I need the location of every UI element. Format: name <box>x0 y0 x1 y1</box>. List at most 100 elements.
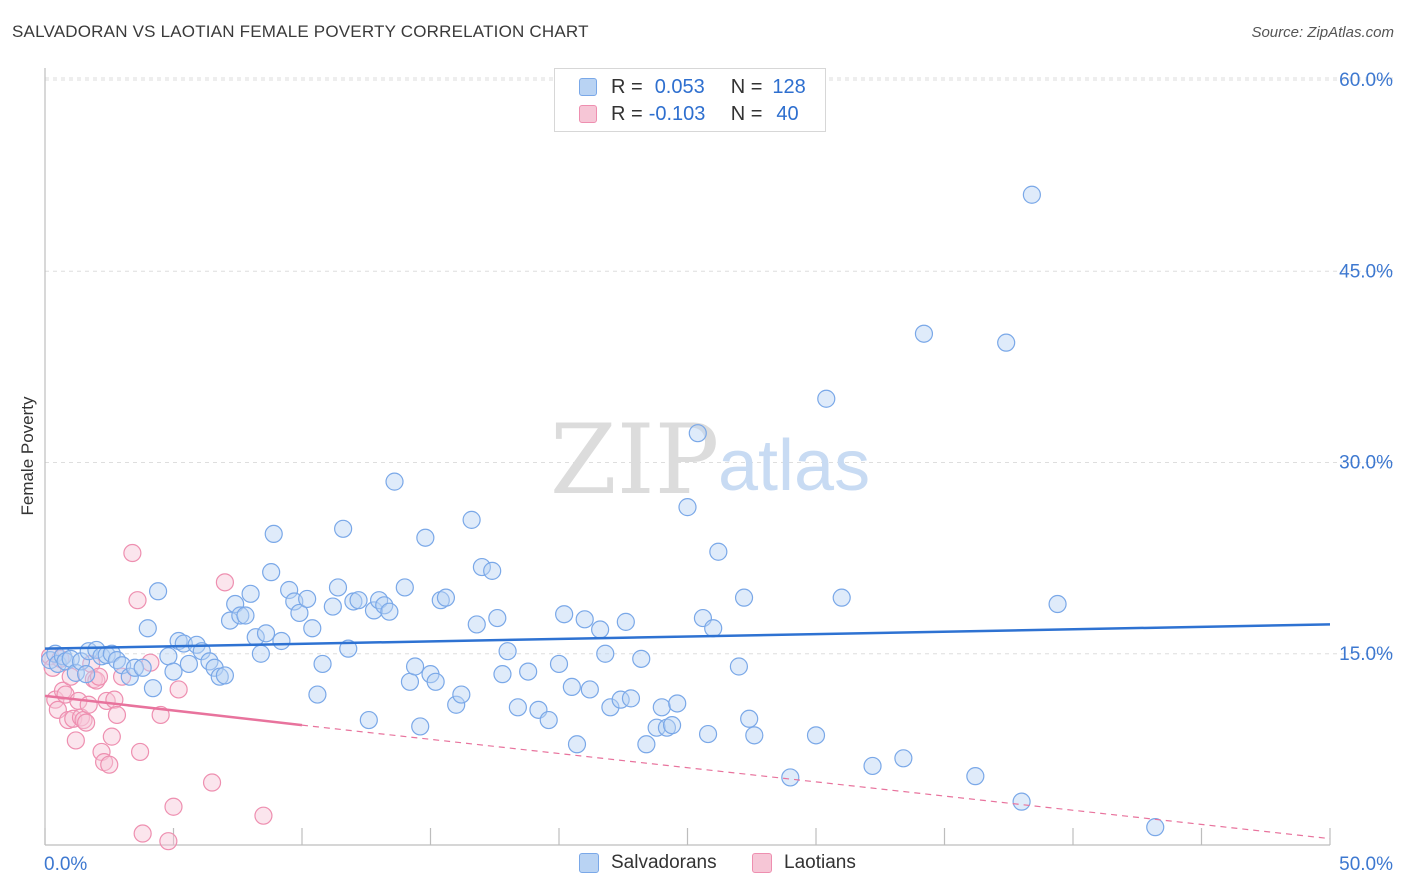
legend-r-value: -0.103 <box>648 102 706 125</box>
salvadoran-point <box>215 666 234 685</box>
salvadoran-point <box>251 644 270 663</box>
laotian-point <box>159 832 178 851</box>
salvadoran-point <box>359 710 378 730</box>
laotian-point <box>130 742 150 762</box>
salvadoran-point <box>539 710 558 730</box>
salvadoran-point <box>159 647 178 666</box>
salvadoran-point <box>555 605 574 624</box>
salvadoran-point <box>264 524 283 544</box>
legend-r-label: R = <box>611 75 643 98</box>
legend-r-label: R = <box>611 102 643 125</box>
salvadoran-point <box>205 658 224 677</box>
salvadoran-point <box>734 588 754 607</box>
salvadoran-point <box>575 610 594 629</box>
salvadoran-point <box>652 698 671 717</box>
salvadoran-point <box>313 654 332 674</box>
laotian-point <box>128 591 147 610</box>
salvadoran-point <box>143 679 163 698</box>
salvadoran-point <box>668 694 687 713</box>
salvadoran-point <box>462 510 481 529</box>
salvadoran-point <box>508 698 527 717</box>
salvadoran-point <box>431 591 450 610</box>
source-credit: Source: ZipAtlas.com <box>1251 24 1394 41</box>
bottom-legend-salvadorans: Salvadorans <box>579 852 717 874</box>
salvadoran-point <box>56 652 75 671</box>
laotian-point <box>66 731 85 750</box>
salvadoran-point <box>621 689 641 708</box>
correlation-legend: R = 0.053 N = 128 R = -0.103 N = 40 <box>554 68 826 132</box>
salvadoran-point <box>914 324 934 343</box>
salvadoran-point <box>745 726 764 745</box>
watermark-zip: ZIP <box>550 404 719 516</box>
salvadoran-point <box>272 631 291 651</box>
salvadoran-point <box>405 657 425 676</box>
salvadoran-point <box>164 662 183 681</box>
salvadoran-point <box>262 563 281 582</box>
salvadoran-point <box>280 580 299 600</box>
laotian-trend-line <box>44 694 303 727</box>
laotian-point <box>164 797 183 816</box>
legend-label-salvadorans: Salvadorans <box>611 852 717 873</box>
legend-label-laotians: Laotians <box>784 852 856 873</box>
salvadoran-point <box>138 619 157 638</box>
y-tick-label: 15.0% <box>1339 644 1393 665</box>
salvadoran-point <box>704 619 723 638</box>
salvadoran-point <box>1146 818 1165 837</box>
salvadoran-point <box>133 658 152 677</box>
salvadoran-point <box>698 724 718 744</box>
y-tick-label: 30.0% <box>1339 453 1393 474</box>
x-tick-label-max: 50.0% <box>1339 854 1393 875</box>
salvadoran-point <box>339 639 358 658</box>
laotian-point <box>79 695 98 714</box>
laotian-point <box>102 727 121 746</box>
salvadoran-trend-line <box>44 623 1331 650</box>
salvadoran-point <box>411 717 430 736</box>
legend-swatch-pink <box>579 105 597 123</box>
salvadoran-point <box>781 768 800 787</box>
salvadoran-point <box>290 603 309 623</box>
salvadoran-point <box>447 695 466 714</box>
salvadoran-point <box>806 726 826 745</box>
salvadoran-point <box>580 680 599 699</box>
salvadoran-point <box>966 767 985 786</box>
legend-swatch-blue <box>579 853 599 873</box>
salvadoran-point <box>120 667 139 686</box>
salvadoran-point <box>637 735 656 754</box>
laotian-point <box>123 543 142 563</box>
salvadoran-point <box>467 615 486 634</box>
salvadoran-point <box>174 634 193 653</box>
salvadoran-point <box>179 654 199 674</box>
salvadoran-point <box>678 498 697 517</box>
laotian-point <box>95 753 114 772</box>
legend-r-value: 0.053 <box>654 75 705 98</box>
salvadoran-point <box>493 665 512 684</box>
laotian-point <box>100 755 119 774</box>
salvadoran-point <box>416 528 435 547</box>
salvadoran-point <box>729 657 749 676</box>
laotian-point <box>215 573 234 592</box>
salvadoran-point <box>483 561 502 580</box>
salvadoran-point <box>1012 792 1031 811</box>
salvadoran-point <box>426 672 445 691</box>
laotian-trend-line-extension <box>301 724 1331 840</box>
salvadoran-point <box>688 424 707 443</box>
salvadoran-point <box>256 624 276 643</box>
legend-n-label: N = <box>730 75 763 98</box>
salvadoran-point <box>436 588 456 607</box>
salvadoran-point <box>1048 594 1067 614</box>
salvadoran-point <box>596 644 615 663</box>
salvadoran-point <box>832 588 851 607</box>
legend-row-salvadorans: R = 0.053 N = 128 <box>579 74 806 100</box>
salvadoran-point <box>549 654 569 674</box>
salvadoran-point <box>519 662 538 681</box>
laotian-point <box>169 680 188 699</box>
salvadoran-point <box>308 685 327 704</box>
salvadoran-point <box>364 601 384 620</box>
watermark-atlas: atlas <box>718 426 870 506</box>
laotian-point <box>133 824 152 843</box>
salvadoran-point <box>817 389 836 408</box>
salvadoran-point <box>894 749 913 768</box>
salvadoran-point <box>498 642 517 661</box>
salvadoran-point <box>148 582 168 601</box>
